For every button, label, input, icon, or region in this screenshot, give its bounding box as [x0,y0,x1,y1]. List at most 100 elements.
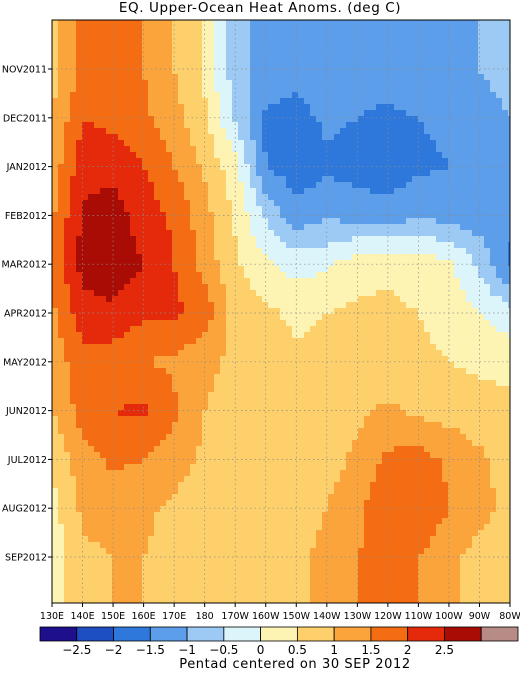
anomaly-cell [238,260,245,267]
anomaly-cell [100,380,107,387]
anomaly-cell [424,104,431,111]
anomaly-cell [334,224,341,231]
anomaly-cell [472,104,479,111]
anomaly-cell [334,230,341,237]
anomaly-cell [370,398,377,405]
anomaly-cell [454,218,461,225]
anomaly-cell [178,272,185,279]
anomaly-cell [508,296,511,303]
anomaly-cell [184,176,191,183]
anomaly-cell [142,104,149,111]
anomaly-cell [418,302,425,309]
anomaly-cell [94,302,101,309]
anomaly-cell [160,320,167,327]
anomaly-cell [286,290,293,297]
anomaly-cell [472,272,479,279]
anomaly-cell [442,32,449,39]
anomaly-cell [94,344,101,351]
anomaly-cell [370,26,377,33]
anomaly-cell [268,128,275,135]
anomaly-cell [502,158,509,165]
anomaly-cell [184,134,191,141]
anomaly-cell [226,290,233,297]
anomaly-cell [412,236,419,243]
anomaly-cell [52,350,59,357]
anomaly-cell [364,236,371,243]
anomaly-cell [160,326,167,333]
anomaly-cell [496,290,503,297]
anomaly-cell [172,308,179,315]
anomaly-cell [124,386,131,393]
anomaly-cell [226,164,233,171]
anomaly-cell [130,326,137,333]
anomaly-cell [328,248,335,255]
anomaly-cell [502,170,509,177]
anomaly-cell [478,26,485,33]
anomaly-cell [58,392,65,399]
anomaly-cell [196,230,203,237]
anomaly-cell [436,320,443,327]
anomaly-cell [502,38,509,45]
anomaly-cell [322,92,329,99]
anomaly-cell [238,62,245,69]
anomaly-cell [340,284,347,291]
anomaly-cell [130,362,137,369]
anomaly-cell [436,236,443,243]
anomaly-cell [220,344,227,351]
anomaly-cell [334,188,341,195]
anomaly-cell [82,296,89,303]
anomaly-cell [232,320,239,327]
anomaly-cell [196,56,203,63]
anomaly-cell [400,332,407,339]
anomaly-cell [286,296,293,303]
anomaly-cell [58,266,65,273]
anomaly-cell [106,212,113,219]
anomaly-cell [376,98,383,105]
anomaly-cell [418,80,425,87]
anomaly-cell [454,182,461,189]
anomaly-cell [370,32,377,39]
anomaly-cell [400,32,407,39]
anomaly-cell [232,50,239,57]
anomaly-cell [154,248,161,255]
anomaly-cell [202,194,209,201]
anomaly-cell [304,332,311,339]
anomaly-cell [502,398,509,405]
anomaly-cell [88,152,95,159]
anomaly-cell [442,140,449,147]
anomaly-cell [202,356,209,363]
anomaly-cell [394,254,401,261]
anomaly-cell [202,56,209,63]
anomaly-cell [160,26,167,33]
anomaly-cell [214,224,221,231]
anomaly-cell [370,122,377,129]
anomaly-cell [172,56,179,63]
anomaly-cell [328,56,335,63]
anomaly-cell [250,320,257,327]
anomaly-cell [364,326,371,333]
anomaly-cell [184,224,191,231]
anomaly-cell [454,356,461,363]
anomaly-cell [430,332,437,339]
anomaly-cell [184,350,191,357]
anomaly-cell [268,122,275,129]
anomaly-cell [412,200,419,207]
anomaly-cell [94,368,101,375]
anomaly-cell [274,62,281,69]
anomaly-cell [52,74,59,81]
anomaly-cell [64,356,71,363]
anomaly-cell [292,86,299,93]
anomaly-cell [406,134,413,141]
anomaly-cell [250,128,257,135]
anomaly-cell [376,332,383,339]
anomaly-cell [94,230,101,237]
anomaly-cell [370,218,377,225]
anomaly-cell [142,374,149,381]
anomaly-cell [112,110,119,117]
anomaly-cell [250,74,257,81]
anomaly-cell [448,374,455,381]
anomaly-cell [322,224,329,231]
anomaly-cell [124,374,131,381]
anomaly-cell [358,326,365,333]
anomaly-cell [502,50,509,57]
